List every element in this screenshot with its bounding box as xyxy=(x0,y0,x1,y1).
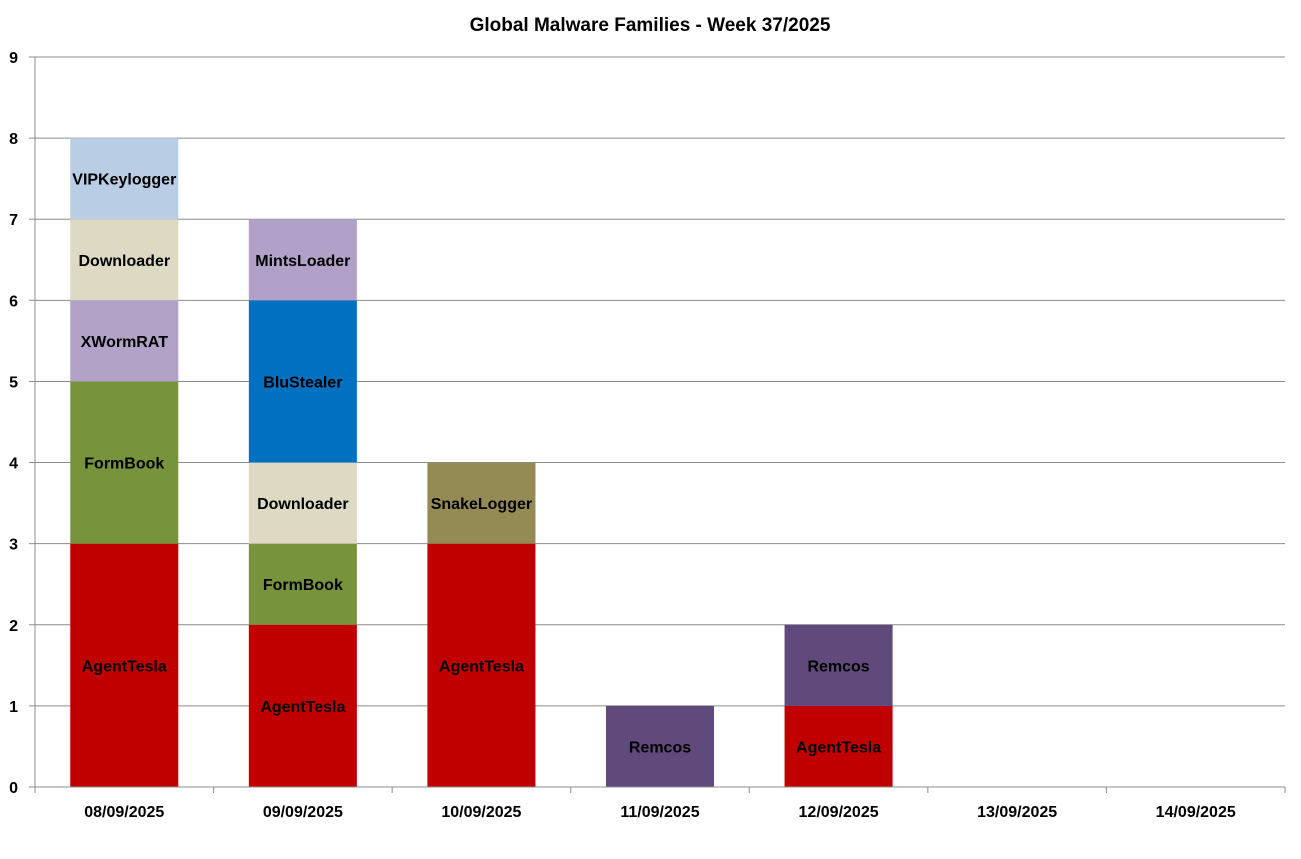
segment-label: Remcos xyxy=(807,658,869,675)
y-tick-label: 1 xyxy=(9,699,18,716)
y-tick-label: 6 xyxy=(9,293,18,310)
segment-label: Downloader xyxy=(79,253,171,270)
x-tick-label: 13/09/2025 xyxy=(977,804,1057,821)
y-tick-label: 5 xyxy=(9,374,18,391)
segment-label: FormBook xyxy=(263,577,343,594)
y-tick-label: 4 xyxy=(9,456,18,473)
bars: AgentTesla FormBook XWormRAT Downloader VIPK… xyxy=(70,138,893,787)
x-tick-label: 11/09/2025 xyxy=(620,804,699,821)
segment-label: AgentTesla xyxy=(439,658,524,675)
x-tick-label: 14/09/2025 xyxy=(1156,804,1236,821)
bar-segment xyxy=(248,543,357,625)
segment-label: Downloader xyxy=(257,496,349,513)
chart-title: Global Malware Families - Week 37/2025 xyxy=(470,15,831,36)
x-tick-label: 09/09/2025 xyxy=(263,804,343,821)
bar-segment xyxy=(248,462,357,544)
segment-label: Remcos xyxy=(629,739,691,756)
bar-segment xyxy=(248,624,357,787)
segment-label: MintsLoader xyxy=(255,253,350,270)
bar-segment xyxy=(70,138,179,220)
y-tick-label: 8 xyxy=(9,131,18,148)
bar-segment xyxy=(248,219,357,301)
segment-label: BluStealer xyxy=(263,374,342,391)
bar-segment xyxy=(605,705,715,787)
bar-segment xyxy=(70,381,179,544)
bar-segment xyxy=(427,462,536,544)
axes: 0 1 2 3 4 5 6 7 8 9 08/09/2025 09/09/2025 10/09/2025… xyxy=(9,50,1286,821)
bar-segment xyxy=(70,219,179,301)
segment-label: AgentTesla xyxy=(82,658,167,675)
gridlines xyxy=(35,56,1285,707)
segment-label: SnakeLogger xyxy=(431,496,532,513)
x-tick-label: 08/09/2025 xyxy=(84,804,164,821)
x-tick-label: 10/09/2025 xyxy=(441,804,521,821)
segment-label: XWormRAT xyxy=(81,334,169,351)
y-tick-label: 9 xyxy=(9,50,18,67)
bar-segment xyxy=(427,543,536,787)
y-tick-label: 3 xyxy=(9,537,18,554)
segment-label: AgentTesla xyxy=(260,699,345,716)
y-tick-label: 7 xyxy=(9,212,18,229)
bar-segment xyxy=(70,300,179,382)
bar-segment xyxy=(70,543,179,787)
x-tick-label: 12/09/2025 xyxy=(799,804,879,821)
bar-segment xyxy=(248,300,357,463)
bar-segment xyxy=(784,705,893,787)
segment-label: VIPKeylogger xyxy=(72,172,176,189)
segment-label: FormBook xyxy=(84,456,164,473)
bar-segment xyxy=(784,624,893,706)
segment-label: AgentTesla xyxy=(796,739,881,756)
y-tick-label: 2 xyxy=(9,618,18,635)
y-tick-label: 0 xyxy=(9,780,18,797)
